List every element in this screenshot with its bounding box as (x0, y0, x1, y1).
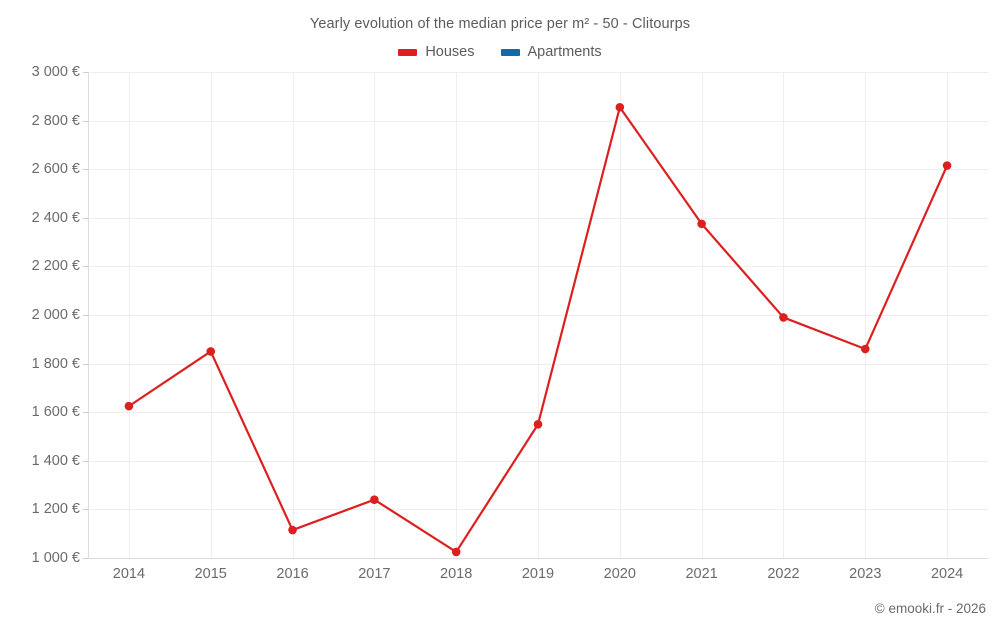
y-axis-tick-mark (83, 266, 88, 268)
y-axis-tick-label: 2 800 € (31, 112, 80, 129)
legend-swatch-apartments (500, 48, 520, 56)
y-axis-tick-label: 2 200 € (31, 258, 80, 275)
x-axis-tick-label: 2021 (685, 566, 718, 582)
legend-label-apartments: Apartments (527, 44, 602, 60)
gridline-vertical (456, 72, 458, 558)
y-axis-tick-label: 1 800 € (31, 355, 80, 372)
gridline-vertical (701, 72, 703, 558)
data-point[interactable] (779, 313, 788, 322)
x-axis-tick-label: 2015 (194, 566, 227, 582)
y-axis-tick-label: 2 600 € (31, 161, 80, 178)
x-axis-tick-label: 2020 (603, 566, 636, 582)
x-axis-tick-label: 2024 (930, 566, 964, 582)
x-axis-tick-label: 2018 (440, 566, 473, 582)
data-point[interactable] (206, 347, 216, 356)
y-axis-tick-mark (83, 169, 88, 171)
footer-credit: © emooki.fr - 2026 (874, 601, 986, 616)
gridline-vertical (210, 72, 212, 558)
y-axis-tick-mark (83, 460, 88, 462)
legend-item-houses[interactable]: Houses (398, 44, 475, 60)
x-axis-tick-label: 2016 (276, 566, 309, 582)
y-axis-tick-label: 1 200 € (31, 501, 80, 518)
gridline-vertical (374, 72, 376, 558)
y-axis-tick-label: 2 000 € (31, 307, 80, 323)
y-axis-tick-mark (83, 217, 88, 219)
data-point[interactable] (124, 401, 134, 411)
y-axis-labels: 1 000 € 1 200 € 1 400 € 1 600 € 1 800 € 2 000… (0, 0, 80, 625)
y-axis-tick-label: 3 000 € (31, 64, 80, 80)
gridline-vertical (538, 72, 539, 558)
y-axis-tick-mark (83, 120, 88, 122)
y-axis-tick-label: 1 400 € (31, 452, 80, 469)
chart-title: Yearly evolution of the median price per… (309, 16, 691, 32)
y-axis-tick-mark (83, 412, 88, 414)
data-point[interactable] (860, 344, 870, 354)
y-axis-line (88, 72, 89, 559)
y-axis-tick-label: 1 000 € (31, 550, 80, 566)
legend-label-houses: Houses (425, 44, 475, 60)
chart-legend: Houses Apartments (0, 44, 1000, 60)
y-axis-tick-mark (83, 315, 88, 316)
legend-item-apartments[interactable]: Apartments (500, 44, 602, 60)
legend-swatch-houses (398, 48, 418, 56)
plot-area (88, 72, 988, 559)
y-axis-tick-label: 2 400 € (31, 209, 80, 226)
y-axis-tick-mark (83, 509, 88, 511)
y-axis-tick-label: 1 600 € (31, 404, 80, 421)
data-point[interactable] (615, 102, 625, 112)
data-point[interactable] (370, 495, 379, 504)
x-axis-line (88, 558, 988, 559)
data-point[interactable] (942, 161, 952, 170)
data-point[interactable] (697, 219, 706, 229)
x-axis-tick-label: 2023 (849, 566, 882, 582)
gridline-vertical (619, 72, 621, 558)
gridline-vertical (865, 72, 867, 558)
x-axis-tick-label: 2014 (112, 566, 146, 582)
x-axis-tick-label: 2017 (358, 566, 391, 582)
x-axis-tick-label: 2019 (521, 566, 555, 582)
gridline-vertical (947, 72, 949, 558)
series-line-houses (127, 106, 949, 554)
gridline-vertical (292, 72, 294, 558)
y-axis-tick-mark (83, 363, 88, 365)
data-point[interactable] (451, 547, 461, 557)
x-axis-tick-label: 2022 (767, 566, 800, 582)
data-point[interactable] (533, 420, 543, 429)
data-point[interactable] (288, 525, 297, 535)
y-axis-tick-mark (83, 558, 88, 559)
y-axis-tick-mark (83, 72, 88, 73)
gridline-vertical (128, 72, 130, 558)
